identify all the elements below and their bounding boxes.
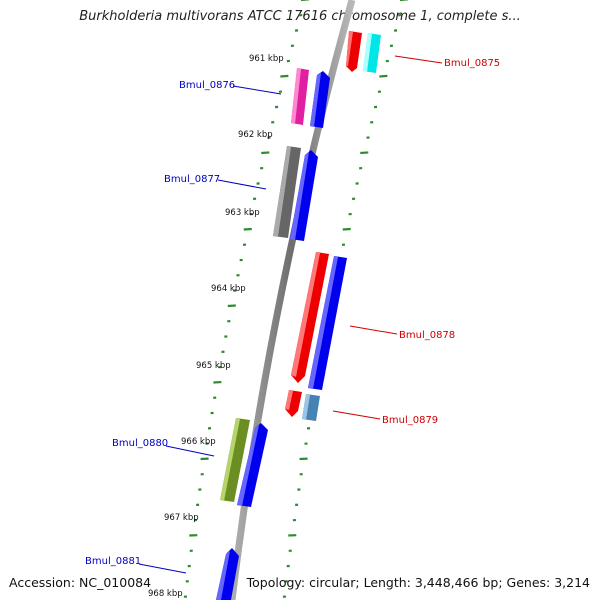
bmul-0880-leader (165, 445, 215, 457)
gene-bmul-0881[interactable] (216, 548, 239, 600)
bmul-0879-leader (332, 410, 381, 420)
bmul-0876-label[interactable]: Bmul_0876 (179, 80, 235, 91)
bmul-0875-label[interactable]: Bmul_0875 (444, 58, 500, 69)
kbp-label-967: 967 kbp (164, 513, 199, 523)
bmul-0881-leader (138, 563, 187, 574)
gene-bmul-0879[interactable] (285, 390, 320, 421)
bmul-0877-label[interactable]: Bmul_0877 (164, 174, 220, 185)
chromosome-backbone (228, 0, 356, 600)
bmul-0878-leader (349, 325, 398, 335)
gene-bmul-0880[interactable] (220, 418, 268, 507)
topology-text: Topology: circular; Length: 3,448,466 bp… (246, 575, 590, 590)
scale-major-tick (379, 74, 388, 78)
scale-major-tick (261, 151, 270, 155)
scale-major-tick (342, 227, 351, 231)
gene-bmul-0875[interactable] (346, 31, 381, 73)
kbp-label-965: 965 kbp (196, 361, 231, 371)
bmul-0880-label[interactable]: Bmul_0880 (112, 438, 168, 449)
map-title: Burkholderia multivorans ATCC 17616 chro… (79, 9, 521, 24)
kbp-label-966: 966 kbp (181, 437, 216, 447)
bmul-0875-leader (394, 55, 443, 64)
kbp-label-964: 964 kbp (211, 284, 246, 294)
accession-text: Accession: NC_010084 (9, 575, 152, 590)
bmul-0878-label[interactable]: Bmul_0878 (399, 330, 455, 341)
scale-major-tick (280, 74, 289, 78)
bmul-0879-label[interactable]: Bmul_0879 (382, 415, 438, 426)
gene-bmul-0876[interactable] (291, 68, 330, 128)
gene-bmul-0877[interactable] (273, 146, 318, 241)
gene-bmul-0878[interactable] (291, 252, 347, 390)
kbp-label-968: 968 kbp (148, 589, 183, 599)
scale-major-tick (360, 151, 369, 155)
kbp-label-963: 963 kbp (225, 208, 260, 218)
bmul-0881-label[interactable]: Bmul_0881 (85, 556, 141, 567)
bmul-0877-leader (217, 179, 267, 190)
scale-major-tick (243, 227, 252, 231)
kbp-label-961: 961 kbp (249, 54, 284, 64)
bmul-0876-leader (232, 85, 282, 95)
kbp-label-962: 962 kbp (238, 130, 273, 140)
